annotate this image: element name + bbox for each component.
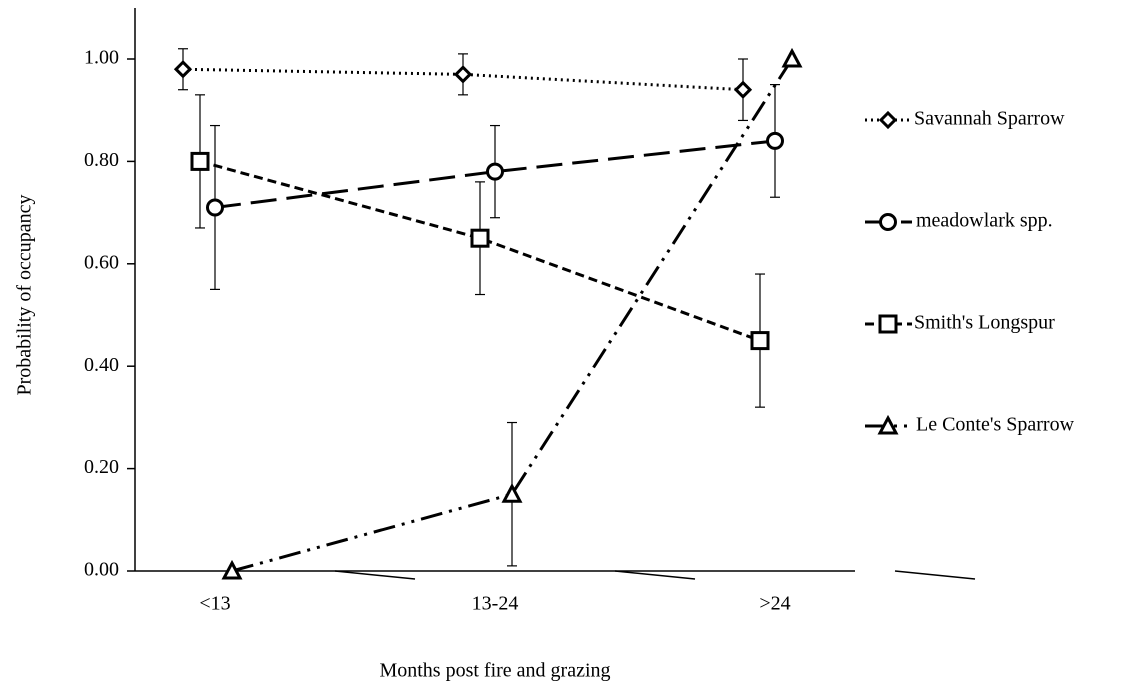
legend-label: Le Conte's Sparrow (916, 414, 1075, 436)
data-point (486, 162, 504, 181)
y-tick-label: 0.80 (84, 149, 119, 171)
legend-marker (878, 110, 898, 130)
data-point (453, 65, 473, 84)
x-tick-label: 13-24 (472, 593, 519, 615)
data-point (221, 559, 243, 580)
legend-marker (879, 213, 897, 231)
x-tick (334, 570, 416, 580)
x-tick (614, 570, 696, 580)
data-point (173, 60, 193, 79)
y-tick-label: 1.00 (84, 47, 119, 69)
data-point (206, 198, 224, 217)
y-tick-label: 0.00 (84, 559, 119, 581)
x-axis-label: Months post fire and grazing (379, 660, 610, 682)
series-line (214, 139, 776, 209)
legend-label: Savannah Sparrow (914, 108, 1065, 130)
data-point (781, 47, 803, 68)
data-point (190, 151, 210, 171)
y-tick-label: 0.60 (84, 251, 119, 273)
legend-marker (877, 414, 899, 435)
y-tick-label: 0.40 (84, 354, 119, 376)
data-point (766, 131, 784, 150)
legend-label: meadowlark spp. (916, 210, 1053, 232)
legend-label: Smith's Longspur (914, 312, 1055, 334)
y-axis-label: Probability of occupancy (14, 194, 36, 395)
data-point (733, 80, 753, 99)
legend-marker (878, 314, 898, 334)
x-tick-label: <13 (199, 593, 230, 615)
y-tick-label: 0.20 (84, 456, 119, 478)
x-tick (894, 570, 976, 580)
data-point (501, 483, 523, 503)
data-point (470, 228, 490, 248)
x-tick-label: >24 (759, 593, 790, 615)
data-point (750, 331, 770, 351)
